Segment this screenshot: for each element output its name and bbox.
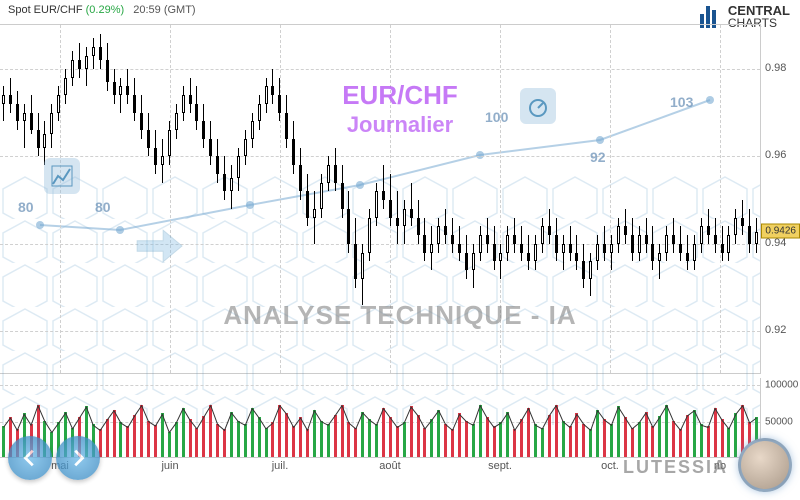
price-change: (0.29%) [86, 4, 125, 16]
prev-button[interactable] [8, 436, 52, 480]
vol-tick-label: 50000 [765, 416, 793, 427]
volume-chart[interactable] [0, 378, 760, 458]
lutessia-brand: LUTESSIA [623, 457, 728, 478]
x-tick-label: sept. [488, 460, 512, 472]
vol-tick-label: 100000 [765, 380, 798, 391]
y-tick-label: 0.96 [765, 149, 786, 161]
y-tick-label: 0.92 [765, 324, 786, 336]
price-chart[interactable] [0, 24, 760, 374]
y-tick-label: 0.98 [765, 62, 786, 74]
assistant-avatar[interactable] [738, 438, 792, 492]
x-tick-label: juin [161, 460, 178, 472]
chart-header: Spot EUR/CHF (0.29%) 20:59 (GMT) [8, 4, 196, 16]
x-tick-label: juil. [272, 460, 289, 472]
x-tick-label: août [379, 460, 400, 472]
x-tick-label: oct. [601, 460, 619, 472]
price-y-axis: 0.920.940.960.98 [760, 24, 800, 374]
current-price-label: 0.9426 [761, 224, 800, 239]
timestamp: 20:59 (GMT) [133, 4, 195, 16]
pair-name: Spot EUR/CHF [8, 4, 83, 16]
next-button[interactable] [56, 436, 100, 480]
